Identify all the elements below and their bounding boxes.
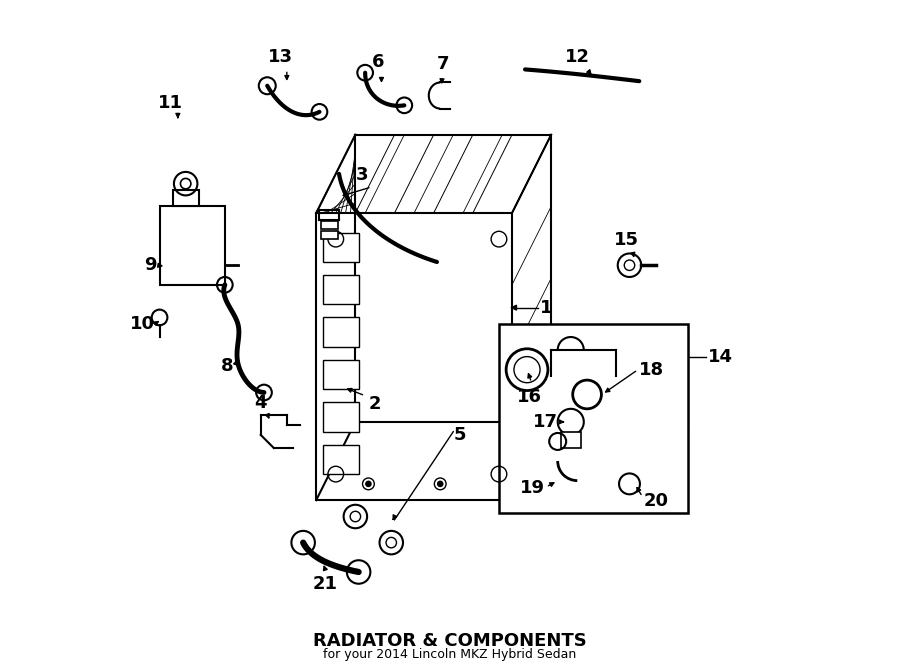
Text: 10: 10 [130,315,155,333]
Text: 6: 6 [372,54,384,71]
Text: 20: 20 [644,492,668,510]
Text: 13: 13 [268,48,292,66]
Text: 2: 2 [369,395,382,412]
FancyBboxPatch shape [323,317,358,347]
Bar [320,231,338,239]
FancyBboxPatch shape [323,445,358,474]
FancyBboxPatch shape [323,403,358,432]
FancyBboxPatch shape [323,233,358,262]
Text: 7: 7 [437,55,450,73]
Bar [320,221,338,229]
Text: 11: 11 [158,94,184,112]
Text: 5: 5 [454,426,466,444]
Text: 12: 12 [565,48,590,66]
Text: 14: 14 [707,348,733,366]
Text: 9: 9 [144,256,157,274]
Text: 8: 8 [220,358,233,375]
Text: for your 2014 Lincoln MKZ Hybrid Sedan: for your 2014 Lincoln MKZ Hybrid Sedan [323,648,577,661]
Text: 3: 3 [356,166,368,184]
FancyBboxPatch shape [323,275,358,305]
Text: RADIATOR & COMPONENTS: RADIATOR & COMPONENTS [313,632,587,650]
Bar [499,324,688,513]
Text: 17: 17 [534,413,558,431]
Text: 15: 15 [614,231,639,249]
Text: 21: 21 [312,575,338,594]
Bar [173,190,199,206]
Bar [561,432,581,448]
Text: 4: 4 [255,394,267,412]
Bar [159,206,225,285]
Text: 18: 18 [639,361,664,379]
Text: 16: 16 [518,388,542,406]
Text: 1: 1 [540,299,553,317]
FancyBboxPatch shape [323,360,358,389]
Circle shape [365,481,371,486]
Text: 19: 19 [519,479,544,498]
Circle shape [437,481,443,486]
